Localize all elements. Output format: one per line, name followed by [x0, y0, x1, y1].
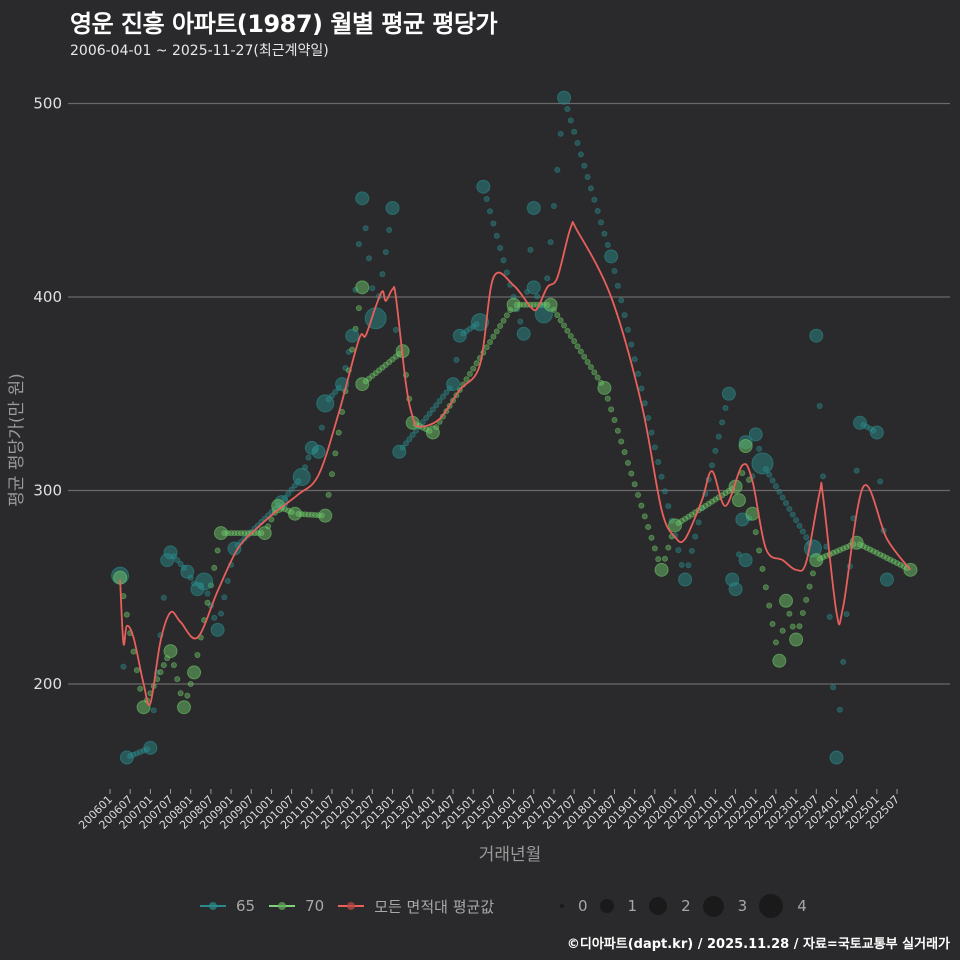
series-70-point — [738, 438, 753, 453]
series-65-point — [604, 249, 619, 264]
series-65-point — [557, 90, 572, 105]
gridlines — [68, 102, 950, 685]
size-legend-item-1: 1 — [599, 897, 637, 915]
series-65-point — [119, 750, 134, 765]
series-65-point — [385, 200, 400, 215]
chart-title: 영운 진흥 아파트(1987) 월별 평균 평당가 — [70, 10, 498, 38]
series-65-point — [526, 280, 541, 295]
series-70-point — [597, 380, 612, 395]
series-70-point — [136, 700, 151, 715]
series-legend: 65 70 모든 면적대 평균값 — [200, 894, 508, 918]
series-65-point — [292, 467, 311, 486]
series-70-point — [318, 508, 333, 523]
legend-label-65: 65 — [236, 897, 256, 915]
series-65-point — [143, 740, 158, 755]
series-70-interpolation — [120, 301, 911, 704]
legend-key-average-icon — [338, 900, 365, 912]
series-70-point — [506, 297, 521, 312]
size-legend-item-3: 3 — [702, 895, 747, 917]
size-legend-item-0: 0 — [556, 897, 588, 915]
size-legend: 0 1 2 3 4 — [556, 894, 819, 918]
series-65-point — [446, 377, 461, 392]
size-2-icon — [649, 897, 668, 915]
y-tick-label: 400 — [33, 288, 62, 306]
x-axis-ticks: 2006012006072007012007072008012008072009… — [76, 789, 902, 832]
series-70-point — [425, 425, 440, 440]
series-65-point — [748, 427, 763, 442]
series-70-point — [779, 593, 794, 608]
series-70-point — [543, 297, 558, 312]
y-axis-ticks: 200 300 400 500 — [33, 95, 62, 694]
series-65-point — [316, 394, 335, 413]
series-70-point — [789, 632, 804, 647]
series-70-point — [355, 377, 370, 392]
series-65-point — [364, 307, 387, 330]
size-4-icon — [759, 894, 784, 918]
series-70-point — [213, 526, 228, 541]
series-65-interpolation — [120, 106, 887, 760]
legend-item-70[interactable]: 70 — [269, 897, 324, 915]
footer-credit: ©디아파트(dapt.kr) / 2025.11.28 / 자료=국토교통부 실… — [566, 937, 950, 952]
series-70-point — [163, 644, 178, 659]
y-tick-label: 300 — [33, 482, 62, 500]
size-1-icon — [599, 899, 614, 913]
size-3-icon — [702, 895, 724, 917]
series-65-point — [392, 444, 407, 459]
series-65-point — [809, 328, 824, 343]
series-65-point — [829, 750, 844, 765]
series-70-point — [287, 506, 302, 521]
series-65-point — [476, 179, 491, 194]
series-70-point — [176, 700, 191, 715]
legend-key-70-icon — [269, 900, 296, 912]
average-line — [119, 221, 912, 706]
size-legend-item-2: 2 — [649, 897, 691, 915]
size-0-icon — [560, 904, 564, 908]
series-65-point — [869, 425, 884, 440]
series-65-point — [751, 452, 774, 475]
legend-label-average: 모든 면적대 평균값 — [374, 897, 495, 916]
series-65-point — [311, 444, 326, 459]
y-axis-title: 평균 평당가(만 원) — [7, 373, 27, 507]
x-axis-title: 거래년월 — [479, 845, 542, 865]
series-70-point — [257, 526, 272, 541]
legend-item-average[interactable]: 모든 면적대 평균값 — [338, 896, 494, 917]
size-legend-item-4: 4 — [759, 894, 807, 918]
chart-subtitle: 2006-04-01 ~ 2025-11-27(최근계약일) — [70, 43, 329, 59]
series-65-point — [345, 328, 360, 343]
series-65-point — [728, 582, 743, 597]
legend-label-70: 70 — [305, 897, 325, 915]
legend-key-65-icon — [200, 900, 226, 912]
series-65-point — [210, 622, 225, 637]
series-65-point — [355, 191, 370, 206]
series-70-points — [113, 280, 918, 715]
series-65-point — [470, 313, 489, 332]
series-65-point — [526, 200, 541, 215]
series-70-point — [809, 553, 824, 568]
series-70-point — [187, 665, 202, 680]
legend-item-65[interactable]: 65 — [200, 897, 255, 915]
series-65-point — [853, 415, 868, 430]
series-70-point — [654, 562, 669, 577]
series-65-point — [180, 564, 195, 579]
series-65-point — [195, 572, 214, 591]
series-65-point — [879, 572, 894, 587]
series-65-points — [111, 90, 894, 765]
series-70-point — [668, 518, 683, 533]
series-70-point — [731, 493, 746, 508]
series-65-point — [516, 326, 531, 341]
y-tick-label: 500 — [33, 95, 62, 113]
series-65-point — [163, 545, 178, 560]
series-65-point — [678, 572, 693, 587]
series-70-point — [772, 653, 787, 668]
series-65-point — [452, 328, 467, 343]
series-70-point — [355, 280, 370, 295]
series-65-point — [738, 553, 753, 568]
y-tick-label: 200 — [33, 675, 62, 693]
series-65-point — [721, 386, 736, 401]
